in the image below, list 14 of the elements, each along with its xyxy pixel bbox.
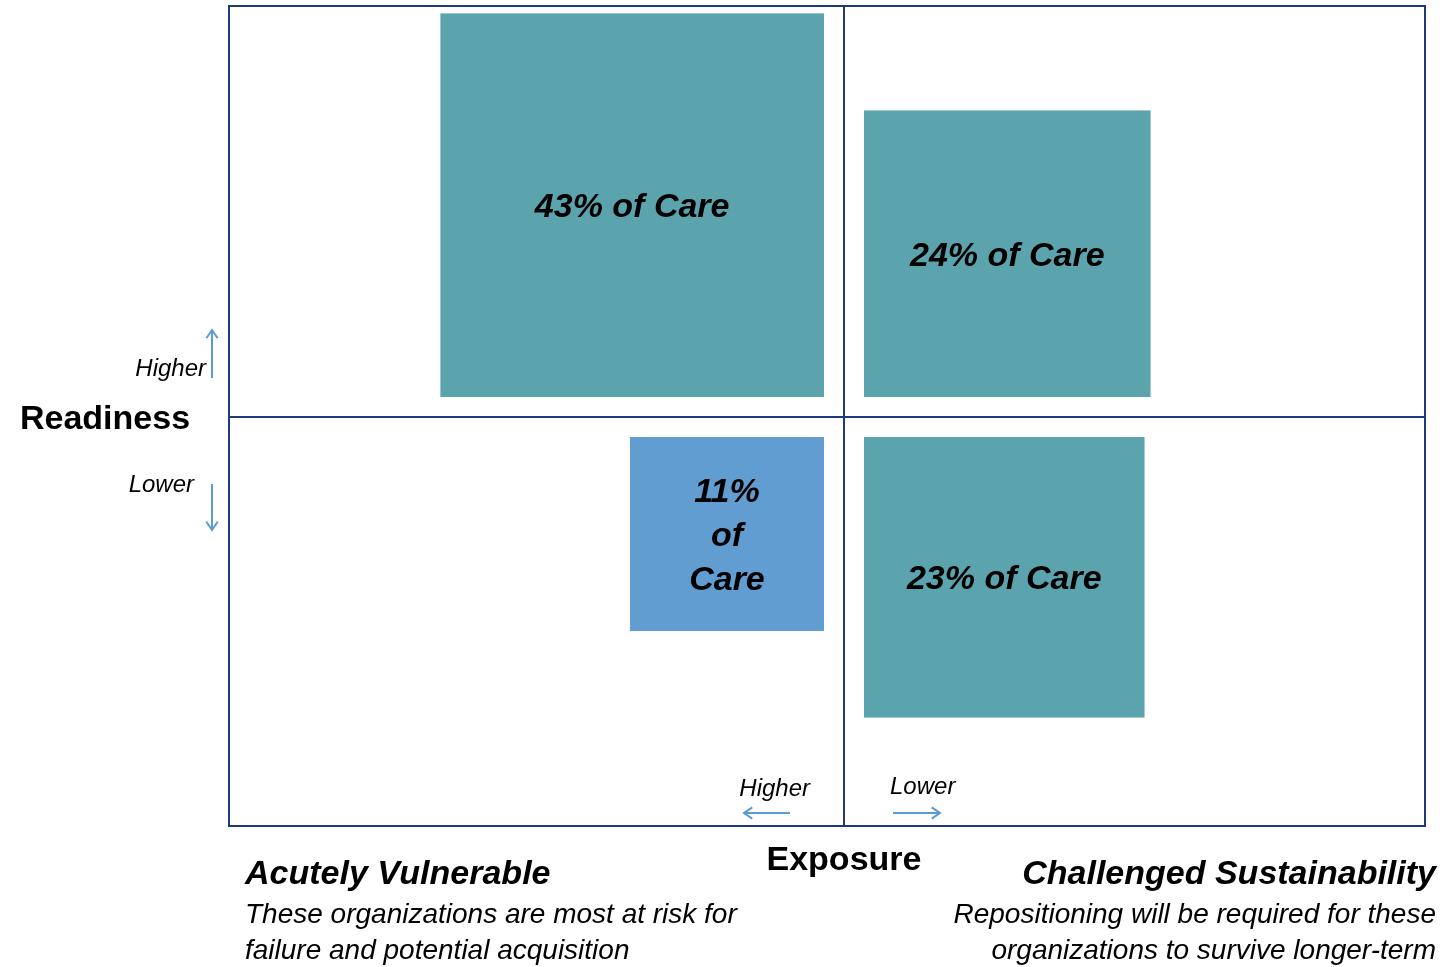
text: Acutely Vulnerable bbox=[244, 853, 551, 891]
text: Higher bbox=[739, 774, 811, 801]
text: Exposure bbox=[766, 839, 922, 877]
data-label: 23% of Care bbox=[905, 558, 1102, 597]
text: Higher bbox=[135, 354, 207, 381]
data-label: 11% of Care bbox=[689, 470, 765, 598]
text: Lower bbox=[128, 470, 195, 497]
data-label: 43% of Care bbox=[533, 186, 730, 225]
text: Repositioning will be required for these organizations to survive longer-term bbox=[953, 898, 1436, 965]
text: These organizations are most at risk for failure and potential acquisition bbox=[245, 898, 739, 965]
text: Readiness bbox=[19, 398, 191, 436]
text: Lower bbox=[890, 772, 957, 799]
text: Challenged Sustainability bbox=[1022, 853, 1439, 891]
data-label: 24% of Care bbox=[908, 234, 1105, 273]
